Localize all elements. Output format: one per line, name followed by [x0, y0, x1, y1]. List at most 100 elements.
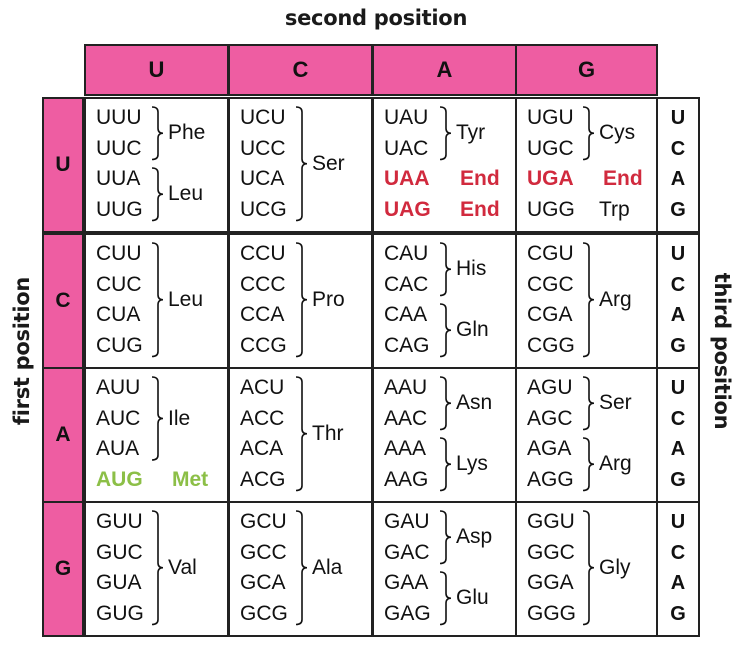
codon-gug: GUG: [96, 601, 144, 625]
codon-agg: AGG: [527, 467, 574, 491]
codon-gau: GAU: [384, 510, 430, 533]
codon-cell-gc: GCU GCC GCA GCG Ala: [228, 501, 373, 637]
third-base-a: A: [670, 572, 686, 594]
brace-icon: [582, 510, 595, 626]
amino-acid-asp: Asp: [456, 525, 493, 549]
codon-uua: UUA: [96, 167, 141, 190]
amino-acid-gln: Gln: [456, 318, 489, 342]
codon-gcu: GCU: [240, 510, 287, 533]
third-base-a: A: [670, 304, 686, 326]
second-base-header-c: C: [228, 44, 373, 96]
amino-acid-end: End: [460, 167, 500, 190]
codon-aua: AUA: [96, 437, 140, 460]
amino-acid-ser: Ser: [312, 151, 345, 175]
codon-cell-au: AUU AUC AUA AUG Met Ile: [84, 367, 229, 503]
brace-icon: [151, 242, 164, 358]
codon-gca: GCA: [240, 571, 286, 594]
brace-icon: [439, 106, 452, 161]
codon-gcc: GCC: [240, 540, 287, 564]
codon-ccu: CCU: [240, 242, 286, 265]
amino-acid-leu: Leu: [168, 287, 204, 311]
brace-icon: [295, 510, 308, 626]
first-base-header-g: G: [42, 501, 84, 637]
codon-aug: AUG: [96, 467, 143, 491]
codon-uau: UAU: [384, 106, 429, 129]
codon-uaa: UAA: [384, 167, 430, 190]
brace-icon: [439, 437, 452, 492]
codon-gaa: GAA: [384, 571, 429, 594]
codon-ggu: GGU: [527, 510, 575, 533]
codon-cga: CGA: [527, 303, 573, 326]
brace-icon: [151, 510, 164, 626]
brace-icon: [582, 376, 595, 431]
third-base-g: G: [670, 198, 686, 221]
codon-cell-ca: CAU CAC CAA CAG His Gln: [372, 233, 517, 369]
brace-icon: [151, 167, 164, 222]
codon-cell-ac: ACU ACC ACA ACG Thr: [228, 367, 373, 503]
codon-ugu: UGU: [527, 106, 574, 129]
codon-cell-uc: UCU UCC UCA UCG Ser: [228, 97, 373, 233]
amino-acid-arg: Arg: [599, 287, 632, 311]
codon-uga: UGA: [527, 167, 574, 190]
codon-aag: AAG: [384, 467, 429, 491]
first-position-title: first position: [10, 276, 34, 426]
codon-gag: GAG: [384, 601, 431, 625]
brace-icon: [295, 106, 308, 222]
amino-acid-lys: Lys: [456, 452, 488, 476]
codon-cau: CAU: [384, 242, 429, 265]
amino-acid-ile: Ile: [168, 406, 191, 430]
codon-cell-cg: CGU CGC CGA CGG Arg: [515, 233, 660, 369]
third-base-c: C: [670, 541, 686, 564]
codon-agu: AGU: [527, 376, 573, 399]
third-base-a: A: [670, 168, 686, 190]
third-base-a: A: [670, 438, 686, 460]
second-base-header-g: G: [515, 44, 658, 96]
codon-cell-aa: AAU AAC AAA AAG Asn Lys: [372, 367, 517, 503]
codon-ggc: GGC: [527, 540, 575, 564]
amino-acid-val: Val: [168, 555, 197, 579]
amino-acid-thr: Thr: [312, 421, 344, 445]
codon-ccg: CCG: [240, 333, 287, 357]
codon-gga: GGA: [527, 571, 574, 594]
codon-aac: AAC: [384, 406, 428, 430]
codon-ugc: UGC: [527, 136, 574, 160]
third-base-g: G: [670, 334, 686, 357]
codon-cell-ga: GAU GAC GAA GAG Asp Glu: [372, 501, 517, 637]
codon-acg: ACG: [240, 467, 286, 491]
brace-icon: [582, 106, 595, 161]
third-base-u: U: [670, 377, 686, 399]
brace-icon: [439, 571, 452, 626]
second-position-title: second position: [284, 6, 468, 30]
codon-uuu: UUU: [96, 106, 142, 129]
third-position-title: third position: [710, 272, 734, 430]
codon-cgc: CGC: [527, 272, 574, 296]
codon-auc: AUC: [96, 406, 141, 430]
codon-acc: ACC: [240, 406, 285, 430]
codon-ccc: CCC: [240, 272, 286, 296]
codon-aca: ACA: [240, 437, 284, 460]
amino-acid-leu: Leu: [168, 182, 204, 206]
codon-cuu: CUU: [96, 242, 142, 265]
third-base-u: U: [670, 107, 686, 129]
amino-acid-his: His: [456, 257, 487, 281]
third-base-g: G: [670, 468, 686, 491]
second-base-header-a: A: [372, 44, 517, 96]
amino-acid-asn: Asn: [456, 391, 493, 415]
codon-ucu: UCU: [240, 106, 286, 129]
codon-uca: UCA: [240, 167, 285, 190]
third-base-u: U: [670, 243, 686, 265]
codon-aau: AAU: [384, 376, 428, 399]
brace-icon: [582, 437, 595, 492]
codon-cuc: CUC: [96, 272, 142, 296]
brace-icon: [582, 242, 595, 358]
codon-cgu: CGU: [527, 242, 574, 265]
codon-cca: CCA: [240, 303, 285, 326]
first-base-header-c: C: [42, 233, 84, 369]
amino-acid-cys: Cys: [599, 121, 636, 145]
amino-acid-ala: Ala: [312, 555, 343, 579]
brace-icon: [439, 376, 452, 431]
codon-auu: AUU: [96, 376, 141, 399]
brace-icon: [151, 376, 164, 461]
